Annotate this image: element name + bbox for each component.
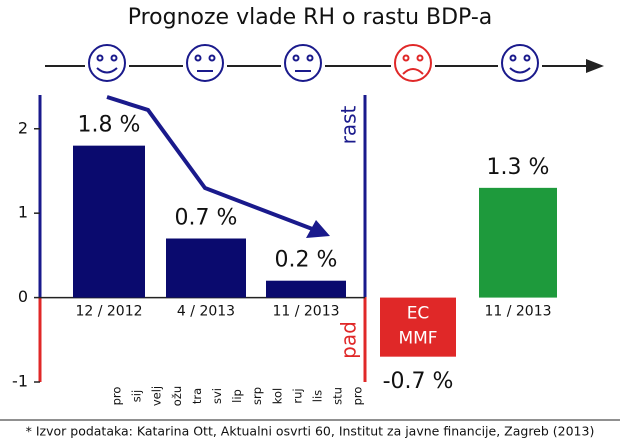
value-label: 0.7 % [175, 206, 238, 231]
month-label: velj [150, 386, 164, 406]
month-label: ožu [170, 386, 184, 406]
month-label: srp [250, 387, 264, 405]
month-label: sij [130, 390, 144, 402]
y-tick-label: 1 [18, 203, 28, 222]
month-label: stu [331, 387, 345, 405]
month-label: ruj [290, 388, 304, 403]
footnote: * Izvor podataka: Katarina Ott, Aktualni… [26, 424, 595, 439]
x-tick-label: 12 / 2012 [75, 304, 142, 320]
bar [73, 145, 145, 298]
x-tick-label: 11 / 2013 [272, 304, 339, 320]
bar [380, 297, 456, 357]
value-label: 1.3 % [487, 155, 550, 180]
value-label: 1.8 % [78, 113, 141, 138]
chart-title: Prognoze vlade RH o rastu BDP-a [128, 5, 493, 30]
x-tick-label: EC MMF [398, 304, 437, 349]
bar [166, 238, 246, 298]
month-label: lip [230, 389, 244, 403]
x-tick-label: 11 / 2013 [484, 304, 551, 320]
value-label: -0.7 % [383, 369, 454, 394]
y-tick-label: -1 [12, 372, 28, 391]
value-label: 0.2 % [275, 248, 338, 273]
month-label: lis [311, 390, 325, 402]
x-tick-label: 4 / 2013 [177, 304, 235, 320]
y-tick-label: 0 [18, 287, 28, 306]
month-label: pro [351, 387, 365, 406]
smiley-row [45, 44, 604, 82]
month-label: pro [110, 387, 124, 406]
month-label: svi [210, 388, 224, 404]
y-tick-label: 2 [18, 118, 28, 137]
trend-arrow [106, 95, 330, 238]
negative-label: pad [337, 321, 361, 359]
bar [266, 280, 346, 298]
month-label: kol [270, 388, 284, 404]
bar [479, 187, 557, 298]
positive-label: rast [337, 105, 361, 144]
month-label: tra [190, 388, 204, 404]
